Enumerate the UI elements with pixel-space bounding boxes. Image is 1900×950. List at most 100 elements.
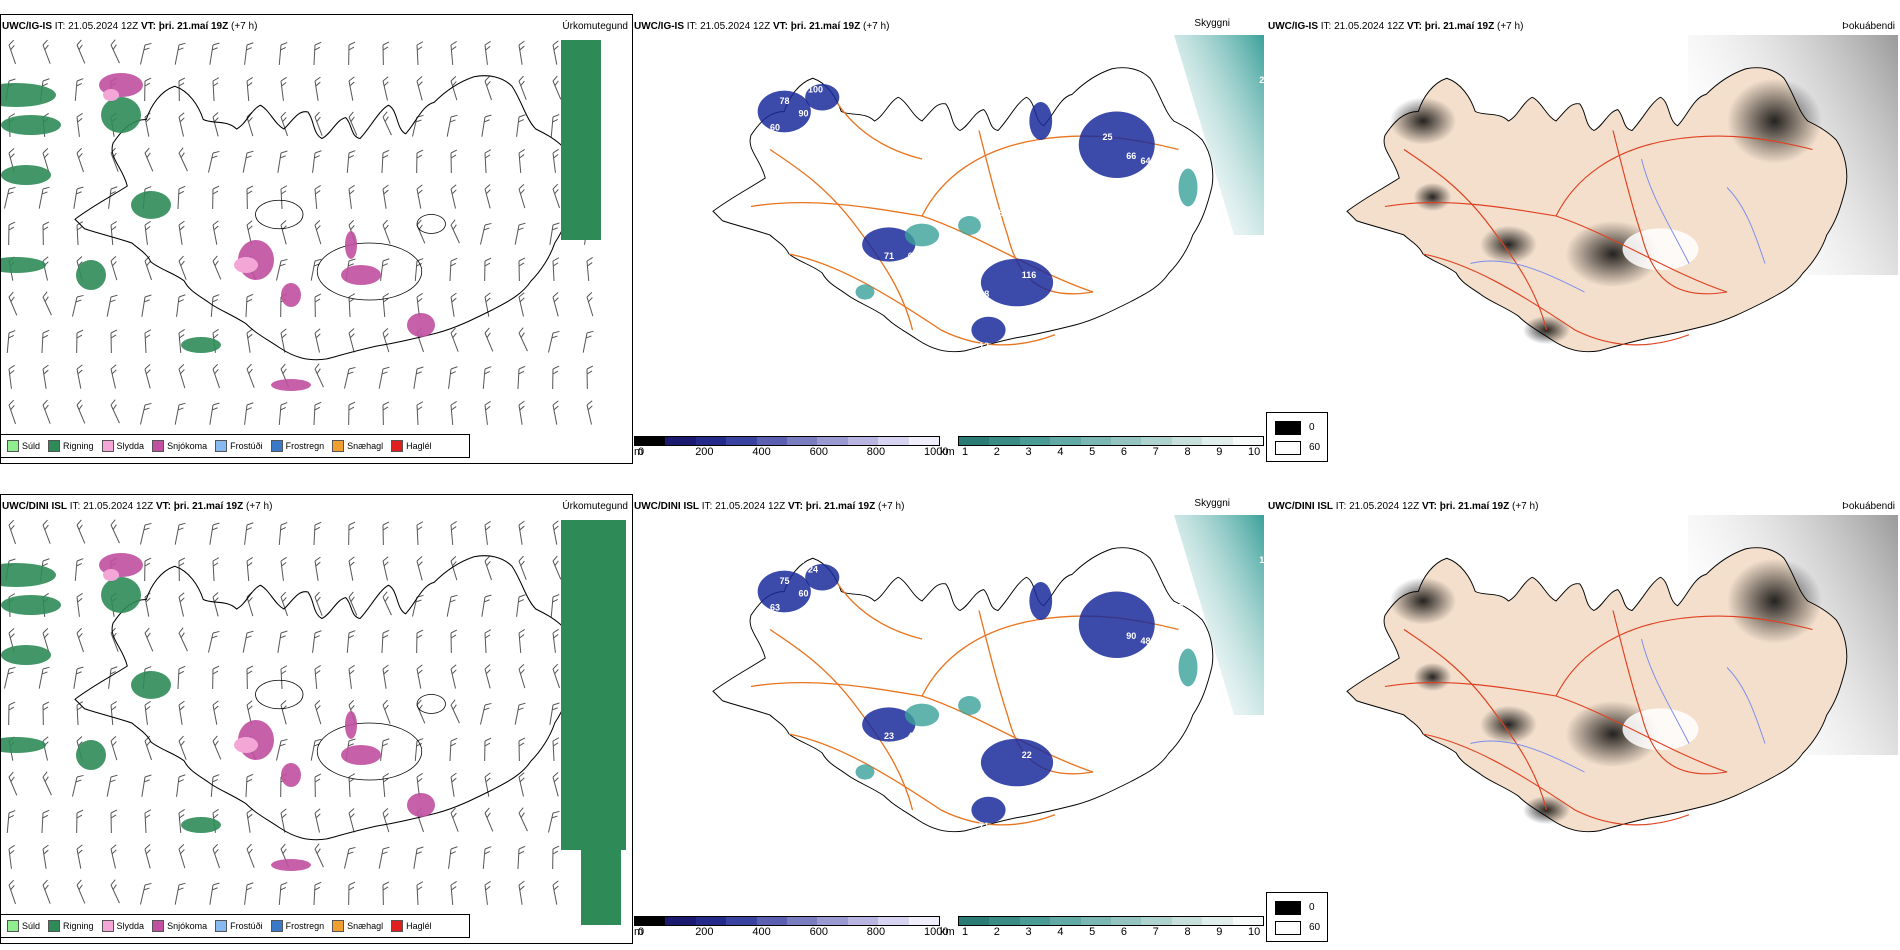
- rain-area: [581, 815, 621, 925]
- wind-barb: [552, 555, 562, 580]
- wind-barb: [174, 42, 186, 65]
- colorbar-tick-label: 4: [1057, 926, 1064, 938]
- rain-area: [131, 671, 171, 699]
- snow-grains-swatch-icon: [332, 920, 345, 932]
- wind-barb: [382, 521, 390, 546]
- wind-barb: [552, 880, 559, 905]
- fog-legend-dark-icon: [1275, 421, 1301, 435]
- wind-barb: [8, 291, 18, 316]
- rain-area: [1, 595, 61, 615]
- road: [1555, 615, 1813, 697]
- wind-barb: [6, 810, 16, 833]
- wind-barb: [552, 183, 560, 209]
- colorbar-segment: [1050, 917, 1081, 925]
- wind-barb: [484, 75, 492, 101]
- fog-legend-val0: 0: [1309, 422, 1315, 433]
- model-name: UWC/IG-IS: [2, 21, 52, 32]
- wind-barb: [74, 78, 84, 101]
- wind-barb: [245, 293, 254, 317]
- colorbar-segment: [959, 437, 990, 445]
- snow-area: [281, 283, 301, 307]
- colorbar-segment: [695, 437, 727, 445]
- vis-value-label: 91: [780, 142, 790, 152]
- wind-barb: [382, 76, 389, 101]
- wind-barb: [110, 844, 117, 869]
- wind-barb: [582, 330, 594, 353]
- colorbar-segment: [1141, 437, 1172, 445]
- colorbar-segment: [1019, 917, 1051, 925]
- wind-barb: [484, 555, 492, 581]
- precip-variable-label: Úrkomutegund: [562, 21, 628, 32]
- wind-barb: [246, 592, 254, 617]
- wind-barb: [246, 843, 255, 868]
- wind-barb: [209, 522, 220, 545]
- vis-value-label: 120: [808, 127, 823, 137]
- colorbar-segment: [908, 917, 940, 925]
- wind-barb: [280, 220, 287, 245]
- wind-barb: [314, 591, 323, 616]
- wind-barb: [42, 628, 50, 653]
- wind-barb: [76, 627, 84, 653]
- wind-barb: [314, 111, 323, 136]
- wind-barb: [244, 882, 254, 905]
- wind-barb: [42, 771, 52, 796]
- wind-barb: [552, 40, 559, 65]
- fog-legend-light-icon: [1275, 921, 1301, 935]
- wind-barb: [314, 700, 322, 725]
- wind-barb: [450, 76, 458, 101]
- vis-value-label: 60: [770, 123, 780, 133]
- colorbar-segment: [878, 917, 909, 925]
- wind-barb: [484, 772, 491, 797]
- colorbar-segment: [1080, 437, 1112, 445]
- wind-barb: [174, 402, 186, 425]
- wind-barb: [212, 185, 220, 210]
- wind-barb: [42, 364, 49, 389]
- vis-value-label: 100: [808, 85, 823, 95]
- rain-swatch-icon: [48, 920, 61, 932]
- wind-barb: [382, 401, 390, 426]
- colorbar-tick-label: 8: [1184, 926, 1191, 938]
- wind-barb: [246, 665, 254, 690]
- wind-barb: [481, 114, 492, 137]
- wind-barb: [450, 699, 460, 724]
- vis-value-label: 120: [1169, 641, 1184, 651]
- vt-label: VT:: [140, 21, 156, 32]
- wind-barb: [178, 592, 185, 617]
- colorbar-segment: [756, 917, 788, 925]
- colorbar-segment: [989, 437, 1020, 445]
- colorbar-segment: [635, 917, 666, 925]
- wind-barb: [517, 845, 526, 869]
- fog-variable-label-bottom: Þokuábendi: [1842, 501, 1895, 512]
- colorbar-segment: [787, 437, 818, 445]
- wind-barb: [144, 220, 151, 245]
- drizzle-swatch-icon: [7, 440, 19, 452]
- wind-barb: [586, 365, 594, 390]
- colorbar-segment: [1202, 437, 1233, 445]
- wind-barb: [382, 881, 390, 906]
- wind-barb: [42, 148, 50, 173]
- wind-barb: [76, 592, 83, 617]
- wind-barb: [552, 148, 559, 173]
- glacier: [255, 679, 304, 710]
- wind-barb: [209, 882, 220, 905]
- wind-barb: [416, 881, 424, 905]
- wind-barb: [210, 774, 220, 797]
- wind-barb: [518, 629, 525, 653]
- wind-barb: [413, 846, 424, 869]
- wind-barb: [518, 664, 526, 689]
- mod-vis-area: [1178, 648, 1198, 687]
- fog-legend-top: 0 60: [1266, 412, 1328, 462]
- road: [788, 733, 1056, 826]
- wind-barb: [552, 75, 562, 100]
- wind-barb: [382, 664, 389, 689]
- fog-area: [1727, 78, 1822, 164]
- iceland: [712, 547, 1214, 833]
- colorbar-segment: [1019, 437, 1051, 445]
- wind-barb: [550, 594, 560, 617]
- wind-barb: [8, 221, 16, 246]
- snow-area: [407, 313, 435, 337]
- vis-value-label: 16: [970, 840, 980, 850]
- vis-value-label: 73: [780, 622, 790, 632]
- wind-barb: [280, 185, 288, 209]
- wind-barb: [480, 222, 492, 245]
